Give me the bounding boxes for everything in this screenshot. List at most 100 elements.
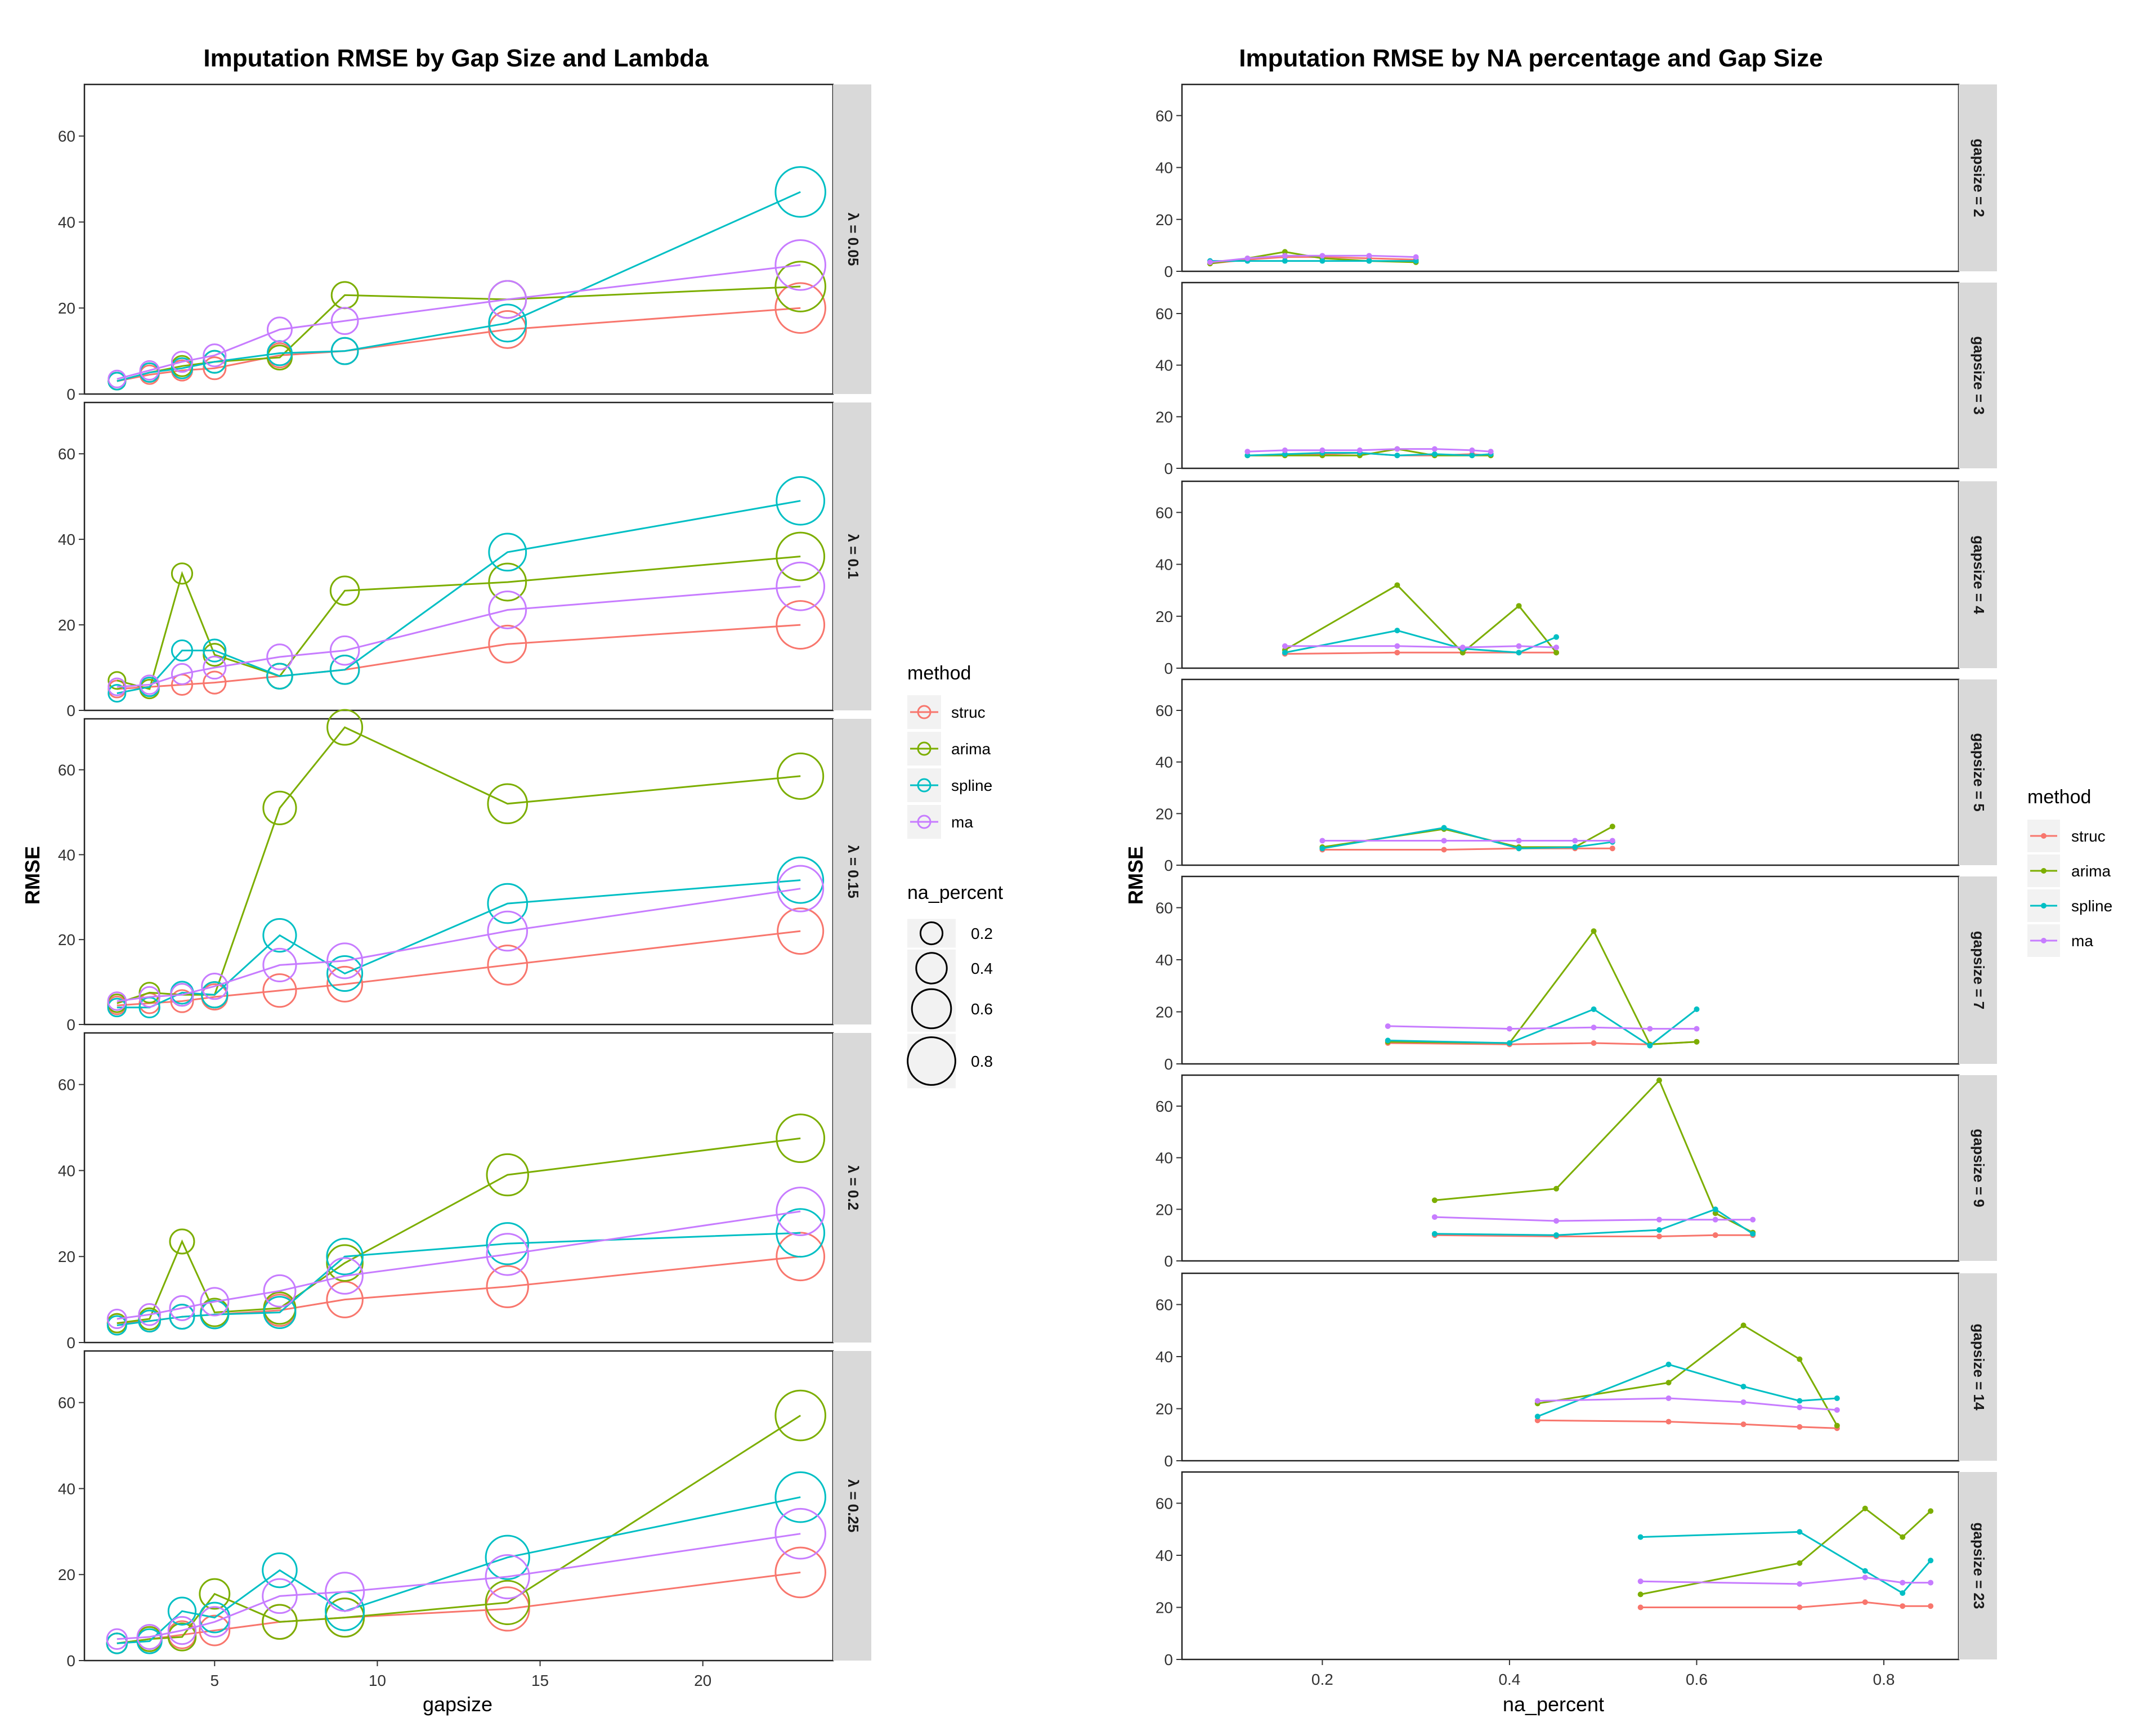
right-point-ma bbox=[1488, 449, 1494, 455]
left-point-ma bbox=[266, 643, 293, 670]
right-point-arima bbox=[1797, 1356, 1803, 1362]
left-point-struc bbox=[488, 624, 527, 664]
right-facet-strip-label: gapsize = 23 bbox=[1971, 1523, 1987, 1609]
left-point-ma bbox=[329, 635, 360, 666]
legend-key-point-arima bbox=[2041, 868, 2047, 874]
left-series-line-spline bbox=[117, 191, 801, 382]
left-point-spline bbox=[262, 1552, 298, 1589]
left-point-ma bbox=[170, 983, 194, 1007]
left-point-ma bbox=[106, 1308, 127, 1330]
left-point-ma bbox=[108, 369, 127, 388]
left-panel-frame bbox=[83, 1350, 834, 1662]
left-x-tick-label: 10 bbox=[369, 1672, 386, 1689]
left-point-arima bbox=[329, 575, 360, 606]
left-point-ma bbox=[136, 1623, 163, 1650]
right-point-ma bbox=[1319, 447, 1325, 453]
left-point-spline bbox=[138, 1309, 161, 1333]
right-point-ma bbox=[1431, 1214, 1438, 1220]
right-point-ma bbox=[1712, 1216, 1718, 1223]
right-point-spline bbox=[1572, 844, 1578, 850]
left-facet-strip-label: λ = 0.2 bbox=[845, 1165, 862, 1210]
left-point-spline bbox=[203, 638, 227, 663]
left-point-ma bbox=[107, 991, 127, 1011]
right-chart-title: Imputation RMSE by NA percentage and Gap… bbox=[1239, 44, 1822, 72]
right-y-tick-label: 40 bbox=[1156, 159, 1173, 177]
right-point-arima bbox=[1516, 603, 1522, 609]
legend-label-struc: struc bbox=[2071, 827, 2106, 845]
left-series-line-struc bbox=[117, 930, 801, 1006]
left-panel-frame bbox=[83, 401, 834, 712]
right-x-axis: 0.2 0.4 0.6 0.8 bbox=[1311, 1659, 1895, 1688]
right-point-spline bbox=[1862, 1568, 1868, 1574]
right-point-ma bbox=[1572, 838, 1578, 844]
right-facet-strip bbox=[1959, 1472, 1997, 1659]
right-point-spline bbox=[1694, 1006, 1700, 1012]
right-facet-strip bbox=[1959, 1075, 1997, 1261]
right-point-spline bbox=[1282, 451, 1288, 457]
right-point-ma bbox=[1319, 253, 1325, 259]
left-point-ma bbox=[486, 1233, 529, 1276]
left-point-ma bbox=[487, 910, 529, 952]
right-facet-4: gapsize = 5 0 20 40 60 bbox=[1156, 678, 1997, 874]
right-facet-strip-label: gapsize = 7 bbox=[1971, 931, 1987, 1009]
right-facet-strip-label: gapsize = 2 bbox=[1971, 138, 1987, 217]
size-key-circle bbox=[907, 1036, 956, 1086]
left-point-ma bbox=[774, 1507, 826, 1560]
right-point-spline bbox=[1366, 258, 1372, 264]
right-point-spline bbox=[1394, 453, 1400, 459]
left-point-ma bbox=[263, 1274, 297, 1308]
right-point-ma bbox=[1750, 1216, 1756, 1223]
left-point-ma bbox=[139, 674, 160, 695]
left-point-ma bbox=[262, 1578, 298, 1614]
right-point-spline bbox=[1797, 1529, 1803, 1535]
left-point-arima bbox=[171, 562, 194, 585]
left-point-arima bbox=[776, 531, 826, 581]
left-y-tick-label: 60 bbox=[58, 1394, 75, 1412]
left-y-tick-label: 60 bbox=[58, 128, 75, 145]
left-series-line-ma bbox=[117, 1210, 801, 1320]
left-point-spline bbox=[776, 1208, 826, 1258]
right-facet-strip-label: gapsize = 4 bbox=[1971, 535, 1987, 614]
left-point-arima bbox=[199, 1578, 231, 1610]
right-legend-color-title: method bbox=[2027, 786, 2091, 808]
left-series-line-ma bbox=[117, 1533, 801, 1640]
left-point-arima bbox=[326, 1244, 364, 1282]
right-series-line-spline bbox=[1247, 452, 1491, 457]
left-series-line-ma bbox=[117, 888, 801, 1002]
legend-key-point-ma bbox=[917, 815, 932, 829]
left-panel-frame bbox=[83, 83, 834, 395]
right-point-arima bbox=[1712, 1210, 1718, 1216]
left-y-tick-label: 60 bbox=[58, 1076, 75, 1094]
legend-label-struc: struc bbox=[951, 704, 986, 721]
left-point-ma bbox=[108, 677, 127, 696]
left-facet-strip bbox=[833, 84, 871, 394]
right-point-struc bbox=[1441, 847, 1447, 853]
right-point-arima bbox=[1609, 824, 1615, 830]
left-point-ma bbox=[169, 1295, 195, 1321]
right-point-struc bbox=[1591, 1040, 1597, 1046]
left-point-spline bbox=[108, 684, 127, 703]
left-point-struc bbox=[488, 310, 527, 349]
left-point-ma bbox=[488, 280, 527, 319]
legend-key-point-arima bbox=[917, 741, 932, 756]
right-point-spline bbox=[1431, 451, 1438, 457]
left-panel-frame bbox=[83, 1032, 834, 1344]
left-x-tick-label: 15 bbox=[531, 1672, 549, 1689]
legend-key-point-spline bbox=[2041, 903, 2047, 909]
right-point-struc bbox=[1665, 1419, 1672, 1425]
left-point-spline bbox=[487, 883, 529, 924]
legend-label-arima: arima bbox=[2071, 862, 2111, 880]
left-chart-title: Imputation RMSE by Gap Size and Lambda bbox=[203, 44, 709, 72]
right-point-spline bbox=[1385, 1037, 1391, 1044]
left-point-ma bbox=[171, 351, 194, 373]
left-point-spline bbox=[488, 533, 527, 572]
right-point-spline bbox=[1647, 1043, 1653, 1049]
legend-key-point-struc bbox=[917, 705, 932, 719]
left-point-struc bbox=[487, 945, 529, 986]
right-y-tick-label: 60 bbox=[1156, 504, 1173, 521]
right-facet-8: gapsize = 23 0 20 40 60 bbox=[1156, 1471, 1997, 1668]
left-point-ma bbox=[139, 360, 160, 381]
left-point-ma bbox=[201, 972, 229, 1000]
